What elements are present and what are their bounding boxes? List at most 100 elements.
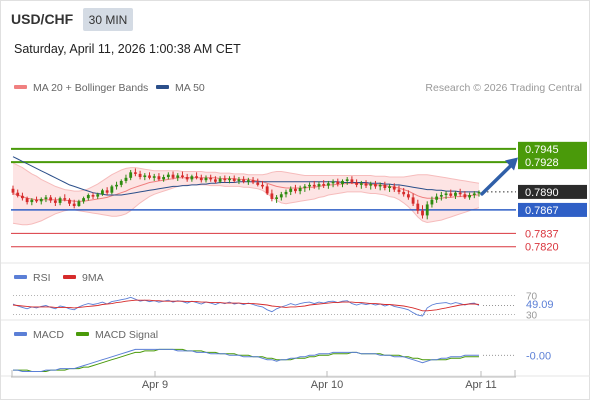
candle-body xyxy=(171,174,175,178)
candle-body xyxy=(77,201,81,207)
candle-body xyxy=(449,193,453,196)
ma20-line xyxy=(12,177,479,202)
macd-legend: MACD MACD Signal xyxy=(14,329,158,341)
x-tick-label: Apr 9 xyxy=(142,379,168,391)
x-tick-label: Apr 10 xyxy=(311,379,343,391)
candle-body xyxy=(185,177,189,180)
candle-body xyxy=(374,184,377,187)
legend-swatch xyxy=(14,275,27,279)
candle-body xyxy=(454,192,457,196)
candle-body xyxy=(195,176,198,178)
candle-body xyxy=(242,179,246,182)
level-label-0.7820: 0.7820 xyxy=(525,242,559,254)
candle-body xyxy=(152,176,156,178)
candle-body xyxy=(129,172,133,178)
candle-body xyxy=(246,180,250,182)
rsi-ref-label-70: 70 xyxy=(526,291,538,302)
rsi-ref-label-30: 30 xyxy=(526,311,538,322)
level-label-0.7867: 0.7867 xyxy=(525,205,559,217)
bollinger-band-area xyxy=(13,162,479,225)
macd-signal-line xyxy=(13,348,479,372)
legend-swatch xyxy=(14,332,27,336)
ma50-line xyxy=(12,156,479,196)
candle-body xyxy=(162,177,166,180)
candle-body xyxy=(218,178,222,182)
level-label-0.7837: 0.7837 xyxy=(525,228,559,240)
candle-body xyxy=(261,184,264,187)
candle-body xyxy=(326,183,330,186)
level-label-box-0.7945 xyxy=(518,141,587,156)
legend-label: RSI xyxy=(33,272,51,284)
candle-body xyxy=(119,180,123,185)
candle-body xyxy=(199,177,203,181)
candle-body xyxy=(68,199,71,204)
candle-body xyxy=(138,173,142,178)
candle-body xyxy=(350,179,354,183)
rsi-legend: RSI 9MA xyxy=(14,272,104,284)
candle-body xyxy=(275,197,279,199)
candle-body xyxy=(388,186,391,188)
legend-swatch xyxy=(156,85,169,89)
legend-label: 9MA xyxy=(82,272,104,284)
macd-current-value: -0.00 xyxy=(526,350,551,362)
level-label-box-0.7928 xyxy=(518,155,587,170)
candle-body xyxy=(369,184,373,186)
candle-body xyxy=(148,175,151,178)
candle-body xyxy=(341,180,344,185)
candle-body xyxy=(421,210,424,216)
bollinger-upper-line xyxy=(12,162,480,192)
candle-body xyxy=(411,197,415,204)
legend-label: MA 20 + Bollinger Bands xyxy=(33,82,148,94)
candle-body xyxy=(444,193,448,196)
candle-body xyxy=(425,204,429,216)
candle-body xyxy=(82,198,86,202)
candle-body xyxy=(289,188,293,192)
candle-body xyxy=(181,175,184,178)
candle-body xyxy=(406,194,410,198)
candle-body xyxy=(458,192,462,195)
candle-body xyxy=(124,177,128,181)
legend-swatch xyxy=(76,332,89,336)
legend-label: MACD xyxy=(33,329,64,341)
timeframe-badge[interactable]: 30 MIN xyxy=(83,8,133,31)
candle-body xyxy=(355,182,359,185)
candle-body xyxy=(35,199,38,202)
candle-body xyxy=(298,187,302,192)
candle-body xyxy=(25,198,29,203)
candle-body xyxy=(364,183,368,186)
candle-body xyxy=(30,199,34,203)
candle-body xyxy=(166,174,170,178)
candle-body xyxy=(105,190,109,193)
main-legend: MA 20 + Bollinger Bands MA 50 xyxy=(14,82,205,94)
candles-group xyxy=(11,168,481,220)
candle-body xyxy=(402,191,406,195)
candle-body xyxy=(16,192,20,196)
datetime-label: Saturday, April 11, 2026 1:00:38 AM CET xyxy=(14,42,241,56)
candle-body xyxy=(223,178,227,181)
candle-body xyxy=(209,177,213,180)
candle-body xyxy=(284,191,288,195)
candle-body xyxy=(86,195,90,199)
candle-body xyxy=(11,188,15,193)
candle-body xyxy=(472,193,476,196)
candle-body xyxy=(294,188,297,192)
candle-body xyxy=(317,184,321,187)
candle-body xyxy=(44,197,48,199)
legend-swatch xyxy=(63,275,76,279)
candle-body xyxy=(63,198,67,200)
candle-body xyxy=(72,203,76,207)
candle-body xyxy=(392,186,396,190)
candle-body xyxy=(270,193,274,199)
candle-body xyxy=(101,190,104,195)
candle-body xyxy=(336,181,340,185)
candle-body xyxy=(110,186,114,193)
candle-body xyxy=(359,183,363,185)
candle-body xyxy=(378,184,382,187)
level-label-0.7890: 0.7890 xyxy=(525,187,559,199)
candle-body xyxy=(345,179,349,181)
legend-label: MA 50 xyxy=(175,82,205,94)
candle-body xyxy=(21,195,24,199)
rsi-ma-line xyxy=(12,299,480,312)
